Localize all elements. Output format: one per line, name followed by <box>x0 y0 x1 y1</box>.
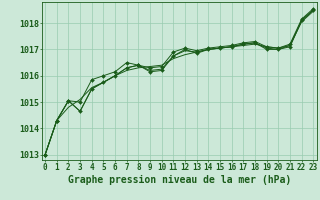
X-axis label: Graphe pression niveau de la mer (hPa): Graphe pression niveau de la mer (hPa) <box>68 175 291 185</box>
